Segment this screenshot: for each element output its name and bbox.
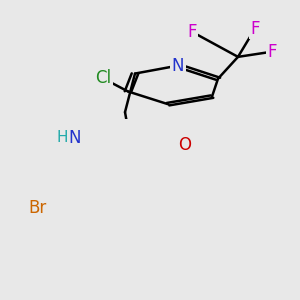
Text: H: H bbox=[57, 130, 68, 145]
Text: O: O bbox=[178, 136, 191, 154]
Text: F: F bbox=[187, 23, 197, 41]
Text: N: N bbox=[69, 129, 81, 147]
Text: Br: Br bbox=[29, 199, 47, 217]
Text: Cl: Cl bbox=[95, 69, 111, 87]
Text: N: N bbox=[172, 57, 184, 75]
Text: F: F bbox=[267, 43, 277, 61]
Text: F: F bbox=[250, 20, 260, 38]
